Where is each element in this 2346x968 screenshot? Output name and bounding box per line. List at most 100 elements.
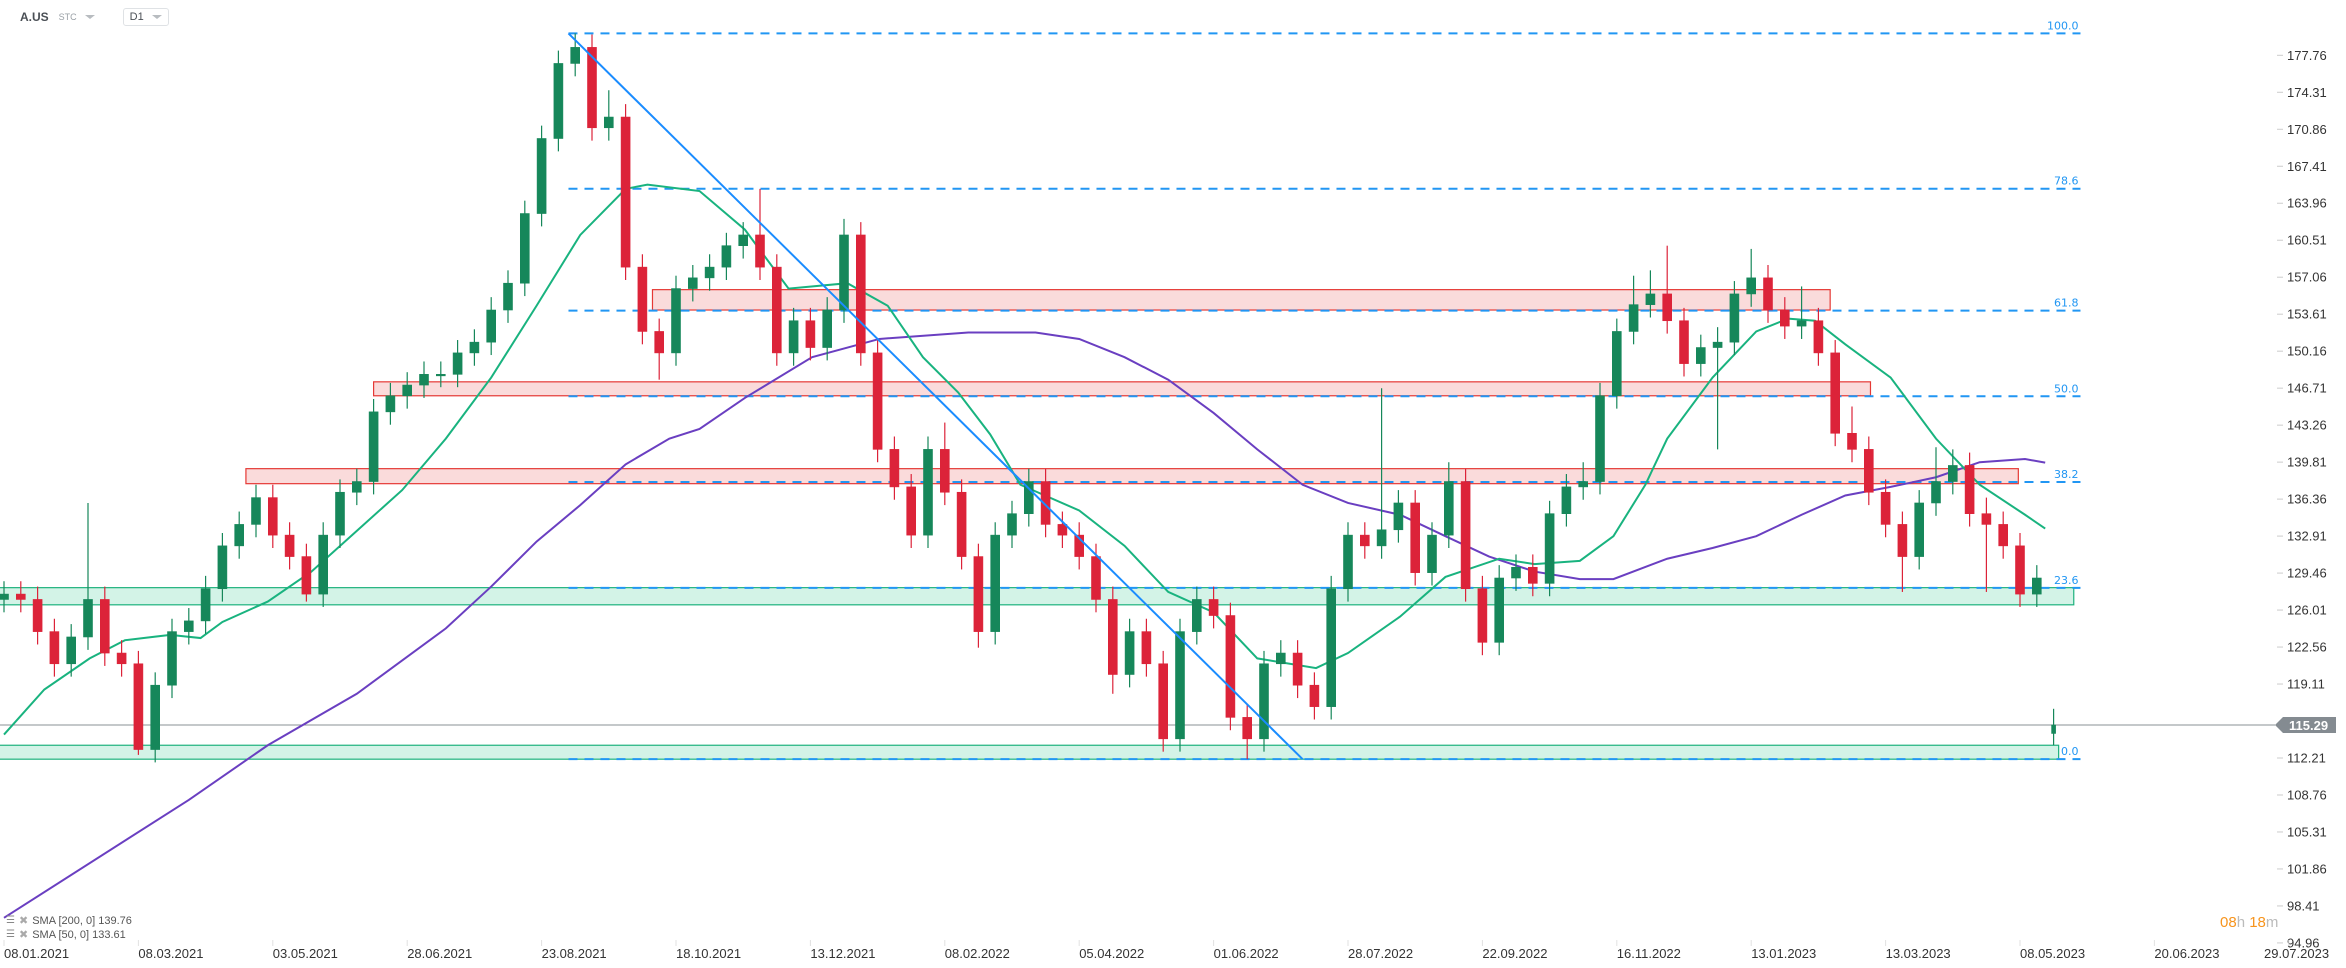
legend-sma200[interactable]: ☰ ✖ SMA [200, 0] 139.76 [6,914,132,928]
candle [939,422,950,506]
candle-body [1124,631,1135,675]
candle-body [923,449,933,536]
candle [1780,297,1790,339]
candle-body [1679,320,1689,364]
candle [1864,436,1874,506]
candle-body [1645,293,1656,305]
trendline[interactable] [567,32,1304,760]
candle-countdown: 08h 18m [2220,914,2278,931]
x-tick-label: 13.01.2023 [1751,946,1816,961]
y-axis[interactable]: 177.76 174.31 170.86 167.41 163.96 160.51 157.… [2277,48,2327,951]
y-tick-label: 101.86 [2287,861,2327,876]
candle [1494,565,1504,656]
candle-body [1108,599,1118,675]
candle [2051,708,2056,746]
timeframe-value: D1 [129,11,144,23]
support-zone[interactable] [0,744,2060,760]
candle [368,398,379,495]
candle [1292,640,1303,699]
candle [1108,586,1118,694]
candle [1796,286,1807,339]
x-tick-label: 28.06.2021 [407,946,472,961]
y-tick-label: 119.11 [2287,677,2325,692]
candle [419,361,429,398]
candle-body [1763,277,1773,311]
remove-indicator-icon[interactable]: ✖ [18,929,29,941]
x-tick-label: 13.03.2023 [1886,946,1951,961]
candle-body [32,599,43,632]
candle-body [284,534,295,557]
y-tick-label: 146.71 [2287,381,2327,396]
x-tick-label: 18.10.2021 [676,946,741,961]
indicator-settings-icon[interactable]: ☰ [6,929,15,940]
candle [184,608,194,645]
candle-body [1544,513,1555,584]
candle [738,222,749,259]
candle-body [486,309,497,343]
resistance-zone[interactable] [373,381,1872,397]
candle [217,532,228,602]
candle [519,200,530,297]
candle [1528,554,1538,597]
candle [1360,522,1370,559]
indicator-settings-icon[interactable]: ☰ [6,915,15,926]
price-tag: 115.29 [2275,717,2336,733]
candle-body [1460,481,1471,590]
candle [1276,640,1286,677]
symbol-dropdown-caret-icon[interactable] [84,15,95,19]
candle-body [687,277,698,289]
candle [536,125,547,227]
candle [1696,334,1706,377]
candle [251,484,261,538]
x-tick-label: 08.02.2022 [945,946,1010,961]
y-tick-label: 122.56 [2287,640,2327,655]
candle [66,624,76,677]
candle-body [637,266,648,332]
candle [1208,586,1219,629]
candle-body [452,352,463,375]
candle-body [1813,320,1824,354]
x-axis[interactable]: 08.01.2021 08.03.2021 03.05.2021 28.06.2021… [3,940,2329,961]
legend-label: SMA [200, 0] 139.76 [32,915,132,927]
candle [587,34,597,141]
candle [435,361,446,388]
candle [1192,586,1202,645]
fib-level-label: 50.0 [2054,382,2079,395]
candle-body [939,449,950,493]
resistance-zone[interactable] [245,468,2019,485]
candle-body [1847,432,1857,450]
x-tick-label: 03.05.2021 [273,946,338,961]
y-tick-label: 167.41 [2287,159,2327,174]
candle [704,254,715,291]
candle [771,254,782,366]
candle-body [771,266,782,354]
symbol-label: A.US [20,10,49,24]
indicator-legend: ☰ ✖ SMA [200, 0] 139.76 ☰ ✖ SMA [50, 0] … [6,914,132,942]
candle [1024,468,1034,527]
candle [1477,575,1488,656]
candle-body [49,631,60,665]
timeframe-dropdown[interactable]: D1 [122,8,169,26]
fibonacci-retracement[interactable]: 100.0 78.6 61.8 50.0 38.2 23.6 0.0 [568,19,2081,761]
candle-body [620,116,631,268]
candle [1057,511,1068,548]
candle-body [301,556,312,595]
candle [402,372,413,409]
x-tick-label: 08.05.2023 [2020,946,2085,961]
y-tick-label: 170.86 [2287,122,2327,137]
candle [1729,281,1740,356]
candle [1998,511,2008,559]
candle [1124,618,1135,688]
candle [855,222,866,366]
candle-body [738,234,749,246]
candle [956,479,967,570]
price-tag-value: 115.29 [2289,718,2328,733]
remove-indicator-icon[interactable]: ✖ [18,915,29,927]
candle-body [1477,588,1488,643]
candle [805,307,816,361]
candle [49,618,60,677]
legend-sma50[interactable]: ☰ ✖ SMA [50, 0] 133.61 [6,928,132,942]
candle [1427,522,1437,586]
candle [687,264,698,302]
